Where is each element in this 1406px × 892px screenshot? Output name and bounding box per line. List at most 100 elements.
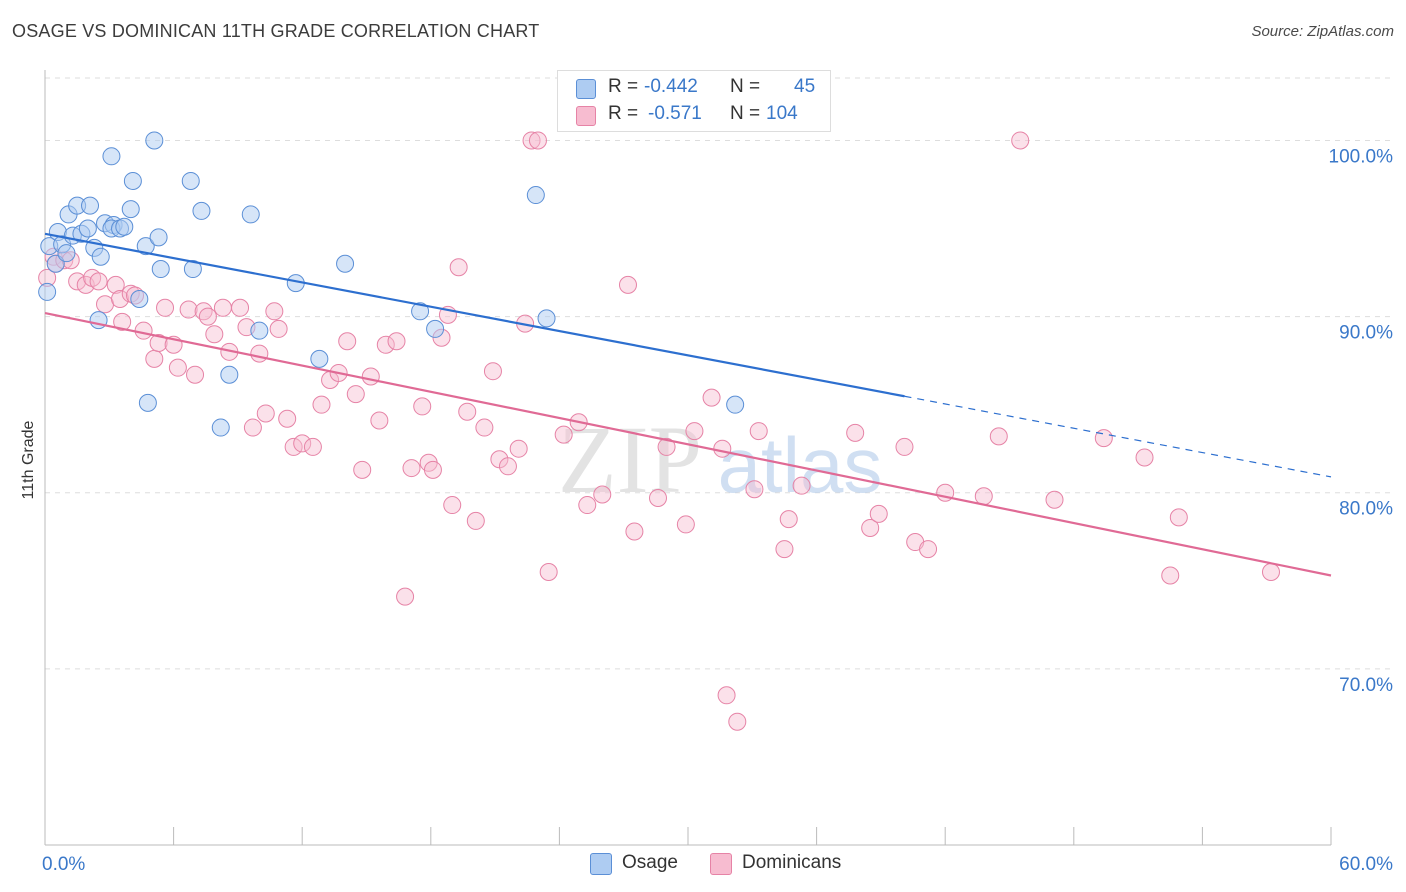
dominicans-point: [1045, 490, 1064, 509]
dominicans-point: [370, 411, 389, 430]
legend-r-value: -0.442: [644, 76, 698, 97]
osage-point: [220, 365, 239, 384]
gridlines: [45, 77, 1391, 670]
dominicans-point: [728, 712, 747, 731]
legend-n-value: 45: [794, 76, 816, 97]
y-tick-label: 100.0%: [1329, 146, 1394, 167]
dominicans-point: [312, 395, 331, 414]
dominicans-point: [250, 344, 269, 363]
dominicans-point: [676, 515, 695, 534]
trend-lines: [44, 232, 1332, 577]
osage-point: [57, 244, 76, 263]
dominicans-point: [396, 587, 415, 606]
dominicans-point: [846, 423, 865, 442]
dominicans-point: [256, 404, 275, 423]
osage-point: [526, 186, 545, 205]
dominicans-point: [179, 300, 198, 319]
dominicans-point: [475, 418, 494, 437]
dominicans-point: [376, 335, 395, 354]
dominicans-point: [353, 460, 372, 479]
dominicans-point: [861, 518, 880, 537]
osage-point: [136, 237, 155, 256]
osage-swatch: [576, 79, 596, 99]
dominicans-point: [498, 457, 517, 476]
dominicans-point: [156, 298, 175, 317]
watermark-zip: ZIP: [558, 406, 702, 513]
legend-r-value: -0.571: [648, 103, 702, 124]
osage-point: [426, 319, 445, 338]
osage-point: [102, 147, 121, 166]
dominicans-point: [713, 439, 732, 458]
osage-point: [130, 289, 149, 308]
dominicans-point: [895, 437, 914, 456]
dominicans-point: [775, 540, 794, 559]
dominicans-point: [458, 402, 477, 421]
dominicans-point: [648, 489, 667, 508]
dominicans-point: [749, 422, 768, 441]
dominicans-point: [265, 302, 284, 321]
dominicans-point: [423, 460, 442, 479]
dominicans-point: [168, 358, 187, 377]
osage-point: [310, 349, 329, 368]
dominicans-point: [869, 504, 888, 523]
dominicans-point: [89, 272, 108, 291]
x-tick-label: 60.0%: [1339, 854, 1393, 875]
dominicans-point: [745, 480, 764, 499]
dominicans-point: [593, 485, 612, 504]
osage-point: [192, 201, 211, 220]
legend-r-label: R =: [608, 76, 639, 97]
dominicans-point: [1261, 562, 1280, 581]
dominicans-point: [145, 349, 164, 368]
dominicans-point: [528, 131, 547, 150]
dominicans-point: [483, 362, 502, 381]
dominicans-point: [1094, 429, 1113, 448]
dominicans-point: [657, 437, 676, 456]
dominicans-swatch: [576, 106, 596, 126]
dominicans-point: [779, 510, 798, 529]
dominicans-trend-line: [44, 311, 1332, 577]
tick-labels: 70.0% 80.0% 90.0% 100.0% 0.0% 60.0%: [42, 146, 1393, 875]
dominicans-point: [554, 425, 573, 444]
y-tick-label: 80.0%: [1339, 499, 1393, 520]
osage-point: [121, 200, 140, 219]
dominicans-point: [96, 295, 115, 314]
osage-point: [149, 228, 168, 247]
dominicans-point: [278, 409, 297, 428]
dominicans-point: [792, 476, 811, 495]
osage-swatch: [590, 853, 612, 875]
dominicans-point: [243, 418, 262, 437]
dominicans-point: [106, 275, 125, 294]
y-axis-label: 11th Grade: [20, 420, 37, 500]
dominicans-legend-label: Dominicans: [742, 852, 842, 873]
dominicans-point: [361, 367, 380, 386]
osage-trend-line: [44, 232, 905, 398]
osage-legend-label: Osage: [622, 852, 678, 873]
osage-point: [46, 254, 65, 273]
dominicans-point: [205, 325, 224, 344]
dominicans-point: [186, 365, 205, 384]
dominicans-point: [269, 319, 288, 338]
dominicans-point: [338, 332, 357, 351]
legend-n-label: N =: [730, 103, 761, 124]
dominicans-point: [113, 312, 132, 331]
dominicans-point: [1011, 131, 1030, 150]
dominicans-point: [702, 388, 721, 407]
osage-point: [250, 321, 269, 340]
dominicans-point: [346, 385, 365, 404]
dominicans-point: [578, 496, 597, 515]
dominicans-swatch: [710, 853, 732, 875]
dominicans-point: [293, 434, 312, 453]
x-tick-label: 0.0%: [42, 854, 85, 875]
legend-n-label: N =: [730, 76, 761, 97]
osage-point: [241, 205, 260, 224]
osage-trend-extension: [904, 395, 1332, 478]
y-tick-label: 90.0%: [1339, 323, 1393, 344]
osage-point: [123, 171, 142, 190]
osage-point: [183, 260, 202, 279]
source-label: Source: ZipAtlas.com: [1251, 23, 1394, 40]
osage-point: [181, 171, 200, 190]
dominicans-point: [303, 437, 322, 456]
osage-point: [145, 131, 164, 150]
osage-point: [151, 260, 170, 279]
